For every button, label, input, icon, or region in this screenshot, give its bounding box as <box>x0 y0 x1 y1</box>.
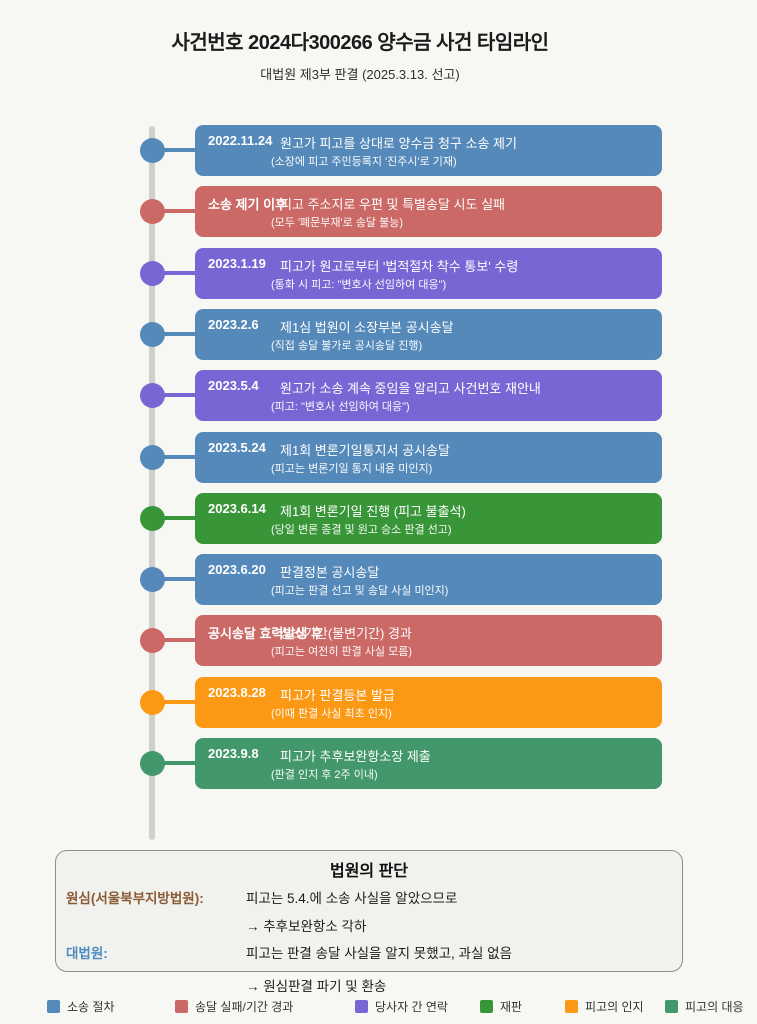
legend-swatch-icon <box>565 1000 578 1013</box>
event-date-label: 2023.1.19 <box>208 256 266 271</box>
event-date-label: 2023.8.28 <box>208 685 266 700</box>
legend-item: 소송 절차 <box>47 998 115 1014</box>
page-title: 사건번호 2024다300266 양수금 사건 타임라인 <box>171 32 549 54</box>
judgment-row-result: → 추후보완항소 각하 <box>246 919 367 934</box>
event-subtext: (피고: "변호사 선임하여 대응") <box>271 401 410 413</box>
event-date-label: 2022.11.24 <box>208 133 273 148</box>
judgment-row-label-lower-court: 원심(서울북부지방법원): <box>66 891 204 906</box>
timeline-event: 2023.6.20 판결정본 공시송달 (피고는 판결 선고 및 송달 사실 미… <box>0 554 757 605</box>
event-description: 상소기간(불변기간) 경과 <box>280 626 412 641</box>
legend-item: 당사자 간 연락 <box>355 998 448 1014</box>
timeline-event: 2023.5.4 원고가 소송 계속 중임을 알리고 사건번호 재안내 (피고:… <box>0 370 757 421</box>
event-subtext: (판결 인지 후 2주 이내) <box>271 769 378 781</box>
event-subtext: (통화 시 피고: "변호사 선임하여 대응") <box>271 279 447 291</box>
judgment-row-result: → 원심판결 파기 및 환송 <box>246 979 387 994</box>
timeline-connector <box>158 393 196 397</box>
event-date-label: 2023.2.6 <box>208 317 259 332</box>
event-card: 2023.5.24 제1회 변론기일통지서 공시송달 (피고는 변론기일 통지 … <box>195 432 662 483</box>
timeline-connector <box>158 700 196 704</box>
timeline-connector <box>158 455 196 459</box>
judgment-title: 법원의 판단 <box>329 863 409 880</box>
event-card: 2023.1.19 피고가 원고로부터 '법적절차 착수 통보' 수령 (통화 … <box>195 248 662 299</box>
timeline-event: 2023.5.24 제1회 변론기일통지서 공시송달 (피고는 변론기일 통지 … <box>0 432 757 483</box>
event-card: 2023.6.14 제1회 변론기일 진행 (피고 불출석) (당일 변론 종결… <box>195 493 662 544</box>
legend-swatch-icon <box>47 1000 60 1013</box>
event-card: 2023.6.20 판결정본 공시송달 (피고는 판결 선고 및 송달 사실 미… <box>195 554 662 605</box>
timeline-event: 2023.2.6 제1심 법원이 소장부본 공시송달 (직접 송달 불가로 공시… <box>0 309 757 360</box>
legend-item: 피고의 인지 <box>565 998 644 1014</box>
judgment-row-text: 피고는 5.4.에 소송 사실을 알았으므로 <box>246 891 458 906</box>
legend-label: 소송 절차 <box>67 1000 115 1014</box>
legend-item: 송달 실패/기간 경과 <box>175 998 293 1014</box>
legend-label: 재판 <box>500 1000 523 1014</box>
legend-item: 피고의 대응 <box>665 998 744 1014</box>
event-subtext: (직접 송달 불가로 공시송달 진행) <box>271 340 423 352</box>
timeline-connector <box>158 271 196 275</box>
legend-swatch-icon <box>665 1000 678 1013</box>
timeline-event: 2023.8.28 피고가 판결등본 발급 (이때 판결 사실 최초 인지) <box>0 677 757 728</box>
timeline-connector <box>158 761 196 765</box>
event-card: 공시송달 효력발생 후 상소기간(불변기간) 경과 (피고는 여전히 판결 사실… <box>195 615 662 666</box>
legend-label: 피고의 인지 <box>585 1000 644 1014</box>
event-description: 원고가 피고를 상대로 양수금 청구 소송 제기 <box>280 136 517 151</box>
event-description: 피고가 판결등본 발급 <box>280 688 395 703</box>
event-subtext: (모두 '폐문부재'로 송달 불능) <box>271 217 404 229</box>
timeline-event: 2022.11.24 원고가 피고를 상대로 양수금 청구 소송 제기 (소장에… <box>0 125 757 176</box>
legend-label: 송달 실패/기간 경과 <box>195 1000 294 1014</box>
timeline-event: 공시송달 효력발생 후 상소기간(불변기간) 경과 (피고는 여전히 판결 사실… <box>0 615 757 666</box>
event-card: 2023.5.4 원고가 소송 계속 중임을 알리고 사건번호 재안내 (피고:… <box>195 370 662 421</box>
page-subtitle: 대법원 제3부 판결 (2025.3.13. 선고) <box>260 67 460 82</box>
timeline-event: 2023.9.8 피고가 추후보완항소장 제출 (판결 인지 후 2주 이내) <box>0 738 757 789</box>
timeline-connector <box>158 148 196 152</box>
event-subtext: (이때 판결 사실 최초 인지) <box>271 708 392 720</box>
event-description: 제1회 변론기일 진행 (피고 불출석) <box>280 504 466 519</box>
timeline-event: 2023.1.19 피고가 원고로부터 '법적절차 착수 통보' 수령 (통화 … <box>0 248 757 299</box>
timeline-axis <box>149 126 155 840</box>
legend-swatch-icon <box>355 1000 368 1013</box>
event-card: 2023.9.8 피고가 추후보완항소장 제출 (판결 인지 후 2주 이내) <box>195 738 662 789</box>
legend-label: 당사자 간 연락 <box>375 1000 448 1014</box>
event-card: 2023.8.28 피고가 판결등본 발급 (이때 판결 사실 최초 인지) <box>195 677 662 728</box>
judgment-row-label-supreme-court: 대법원: <box>66 946 108 961</box>
legend-swatch-icon <box>175 1000 188 1013</box>
judgment-panel: 법원의 판단 원심(서울북부지방법원): 피고는 5.4.에 소송 사실을 알았… <box>55 850 683 994</box>
legend-label: 피고의 대응 <box>685 1000 744 1014</box>
event-description: 판결정본 공시송달 <box>280 565 380 580</box>
event-date-label: 2023.5.24 <box>208 440 266 455</box>
event-subtext: (피고는 판결 선고 및 송달 사실 미인지) <box>271 585 449 597</box>
timeline-connector <box>158 332 196 336</box>
event-date-label: 2023.9.8 <box>208 746 259 761</box>
event-date-label: 2023.6.20 <box>208 562 266 577</box>
judgment-row-text: 피고는 판결 송달 사실을 알지 못했고, 과실 없음 <box>246 946 512 961</box>
timeline-connector <box>158 577 196 581</box>
event-description: 피고가 원고로부터 '법적절차 착수 통보' 수령 <box>280 259 519 274</box>
legend-item: 재판 <box>480 998 522 1014</box>
timeline-connector <box>158 209 196 213</box>
event-subtext: (피고는 여전히 판결 사실 모름) <box>271 646 412 658</box>
event-description: 제1회 변론기일통지서 공시송달 <box>280 443 450 458</box>
event-subtext: (피고는 변론기일 통지 내용 미인지) <box>271 463 433 475</box>
event-description: 피고 주소지로 우편 및 특별송달 시도 실패 <box>280 197 505 212</box>
event-date-label: 공시송달 효력발생 후 <box>208 626 323 641</box>
event-date-label: 2023.6.14 <box>208 501 266 516</box>
event-description: 제1심 법원이 소장부본 공시송달 <box>280 320 454 335</box>
timeline-connector <box>158 516 196 520</box>
event-card: 2023.2.6 제1심 법원이 소장부본 공시송달 (직접 송달 불가로 공시… <box>195 309 662 360</box>
event-card: 소송 제기 이후 피고 주소지로 우편 및 특별송달 시도 실패 (모두 '폐문… <box>195 186 662 237</box>
timeline-event: 소송 제기 이후 피고 주소지로 우편 및 특별송달 시도 실패 (모두 '폐문… <box>0 186 757 237</box>
timeline-event: 2023.6.14 제1회 변론기일 진행 (피고 불출석) (당일 변론 종결… <box>0 493 757 544</box>
event-card: 2022.11.24 원고가 피고를 상대로 양수금 청구 소송 제기 (소장에… <box>195 125 662 176</box>
event-date-label: 2023.5.4 <box>208 378 259 393</box>
timeline-connector <box>158 638 196 642</box>
event-date-label: 소송 제기 이후 <box>208 197 287 212</box>
legend-swatch-icon <box>480 1000 493 1013</box>
event-description: 원고가 소송 계속 중임을 알리고 사건번호 재안내 <box>280 381 541 396</box>
event-description: 피고가 추후보완항소장 제출 <box>280 749 431 764</box>
event-subtext: (당일 변론 종결 및 원고 승소 판결 선고) <box>271 524 452 536</box>
event-subtext: (소장에 피고 주민등록지 '진주시'로 기재) <box>271 156 457 168</box>
